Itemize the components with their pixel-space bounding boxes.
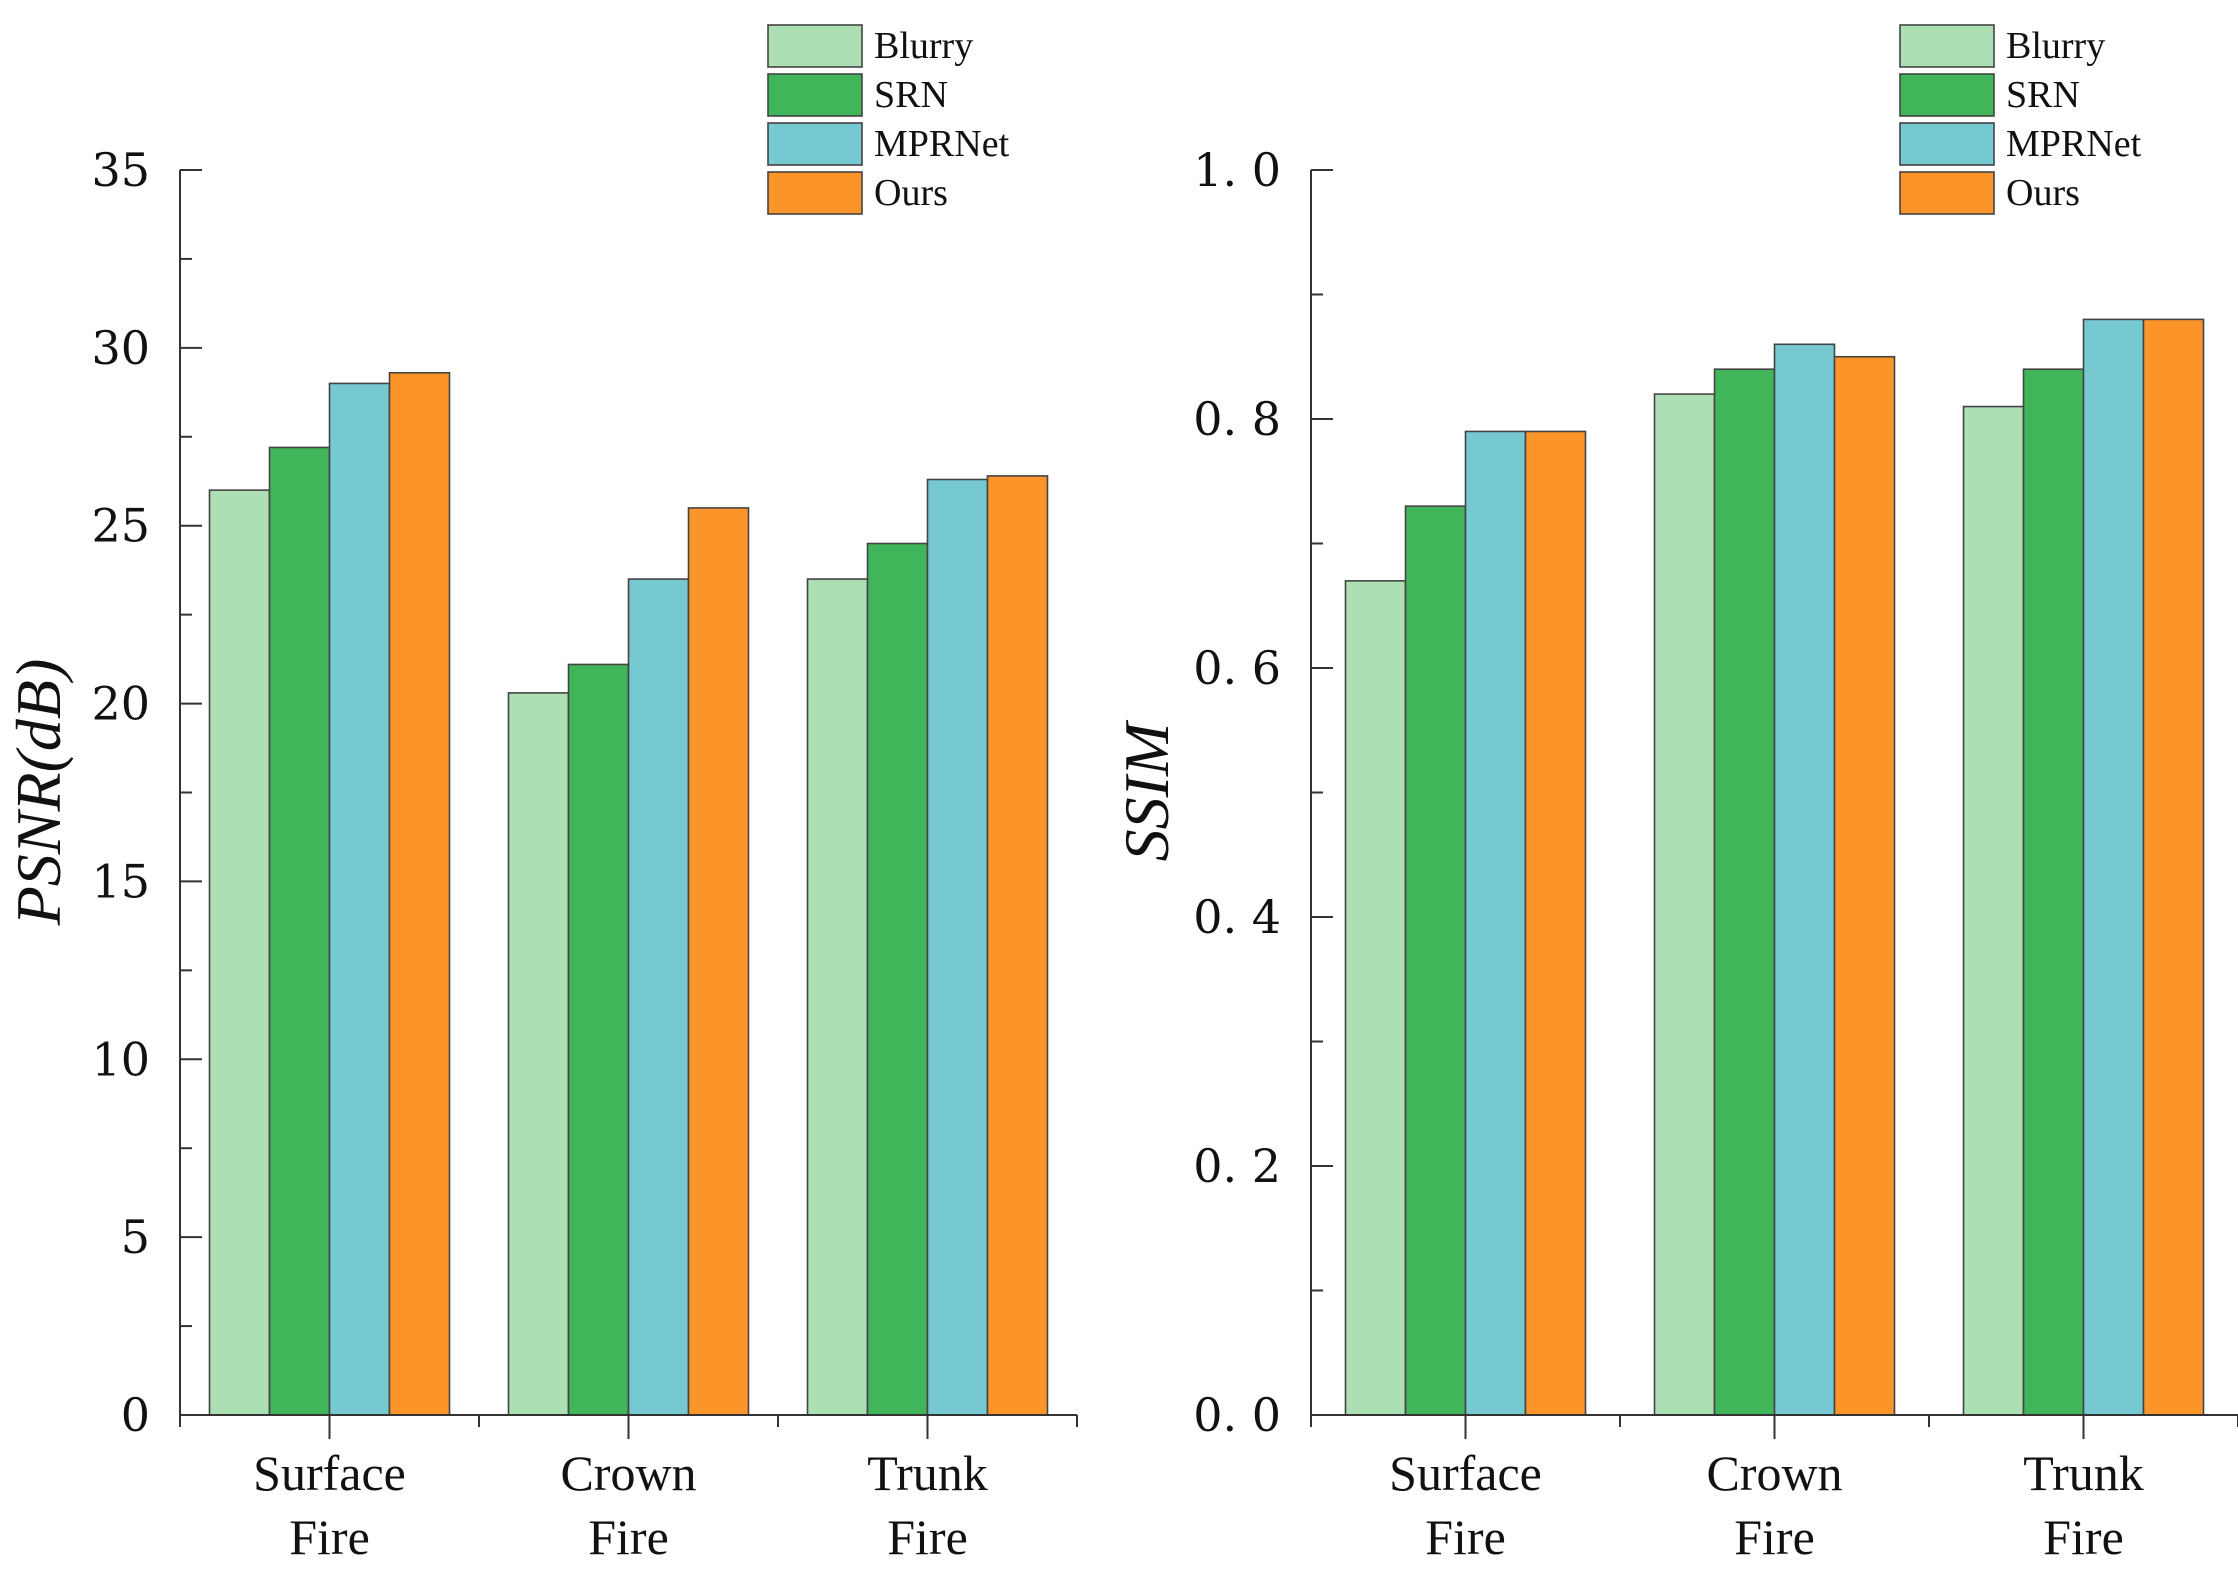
legend-label-blurry: Blurry [2006, 25, 2105, 67]
psnr-chart: 0 5 10 15 20 25 30 35 Surface Fire Crown Fire Trunk F… [3, 24, 1078, 1565]
bars [208, 371, 1049, 1416]
y-tick-label: 1. 0 [1193, 143, 1281, 197]
bar-ours-trunk [986, 475, 1049, 1416]
bar-srn-crown [567, 663, 630, 1416]
x-category-label: Crown [1706, 1445, 1842, 1501]
x-category-label: Surface [1389, 1445, 1542, 1501]
bar-blurry-trunk [1962, 405, 2025, 1416]
bar-mprnet-trunk [2082, 318, 2145, 1416]
legend-label-srn: SRN [874, 74, 948, 116]
bar-ours-crown [1833, 355, 1896, 1416]
bar-blurry-surface [208, 489, 271, 1416]
legend-label-mprnet: MPRNet [2006, 123, 2142, 165]
legend-swatch-ours [1899, 171, 1995, 215]
x-category-label: Fire [588, 1509, 669, 1565]
bar-srn-crown [1713, 368, 1776, 1416]
bar-mprnet-surface [328, 382, 391, 1416]
bar-ours-surface [1524, 430, 1587, 1416]
legend-swatch-ours [767, 171, 863, 215]
y-tick-label: 15 [91, 854, 150, 908]
bar-srn-trunk [866, 542, 929, 1416]
y-tick-label: 0. 6 [1193, 641, 1281, 695]
bar-ours-surface [388, 371, 451, 1416]
bar-mprnet-crown [627, 578, 690, 1416]
legend-swatch-srn [1899, 73, 1995, 117]
x-category-label: Fire [1734, 1509, 1815, 1565]
bar-mprnet-trunk [926, 478, 989, 1416]
legend-label-blurry: Blurry [874, 25, 973, 67]
legend-label-mprnet: MPRNet [874, 123, 1010, 165]
y-tick-label: 25 [91, 499, 150, 553]
bar-blurry-trunk [806, 578, 869, 1416]
bar-blurry-crown [507, 692, 570, 1416]
legend-label-ours: Ours [2006, 172, 2080, 214]
bar-mprnet-surface [1464, 430, 1527, 1416]
y-tick-label: 5 [121, 1210, 150, 1264]
legend-swatch-srn [767, 73, 863, 117]
y-tick-label: 0. 0 [1193, 1388, 1281, 1442]
bar-srn-trunk [2022, 368, 2085, 1416]
y-tick-label: 0. 2 [1193, 1139, 1281, 1193]
y-tick-label: 0 [121, 1388, 150, 1442]
bars [1344, 318, 2205, 1416]
legend: Blurry SRN MPRNet Ours [767, 24, 1010, 215]
x-category-label: Crown [560, 1445, 696, 1501]
legend-swatch-blurry [1899, 24, 1995, 68]
y-axis-title: SSIM [1111, 719, 1182, 861]
bar-srn-surface [268, 446, 331, 1416]
y-tick-label: 20 [91, 677, 150, 731]
y-tick-label: 0. 4 [1193, 890, 1281, 944]
bar-srn-surface [1404, 505, 1467, 1416]
x-category-label: Trunk [2023, 1445, 2143, 1501]
y-tick-label: 0. 8 [1193, 392, 1281, 446]
y-axis-title: PSNR(dB) [3, 659, 74, 927]
legend: Blurry SRN MPRNet Ours [1899, 24, 2142, 215]
bar-blurry-surface [1344, 580, 1407, 1416]
bar-ours-trunk [2142, 318, 2205, 1416]
x-category-label: Fire [887, 1509, 968, 1565]
x-category-label: Fire [1425, 1509, 1506, 1565]
legend-swatch-mprnet [767, 122, 863, 166]
bar-mprnet-crown [1773, 343, 1836, 1416]
bar-blurry-crown [1653, 393, 1716, 1416]
y-tick-label: 10 [91, 1032, 150, 1086]
x-category-label: Fire [289, 1509, 370, 1565]
legend-label-srn: SRN [2006, 74, 2080, 116]
x-category-label: Fire [2043, 1509, 2124, 1565]
legend-swatch-blurry [767, 24, 863, 68]
y-tick-label: 30 [91, 321, 150, 375]
bar-ours-crown [687, 507, 750, 1416]
y-tick-label: 35 [91, 143, 150, 197]
x-category-label: Trunk [867, 1445, 987, 1501]
legend-label-ours: Ours [874, 172, 948, 214]
x-category-label: Surface [253, 1445, 406, 1501]
ssim-chart: 0. 0 0. 2 0. 4 0. 6 0. 8 1. 0 Surface Fire Crown… [1111, 24, 2238, 1565]
legend-swatch-mprnet [1899, 122, 1995, 166]
